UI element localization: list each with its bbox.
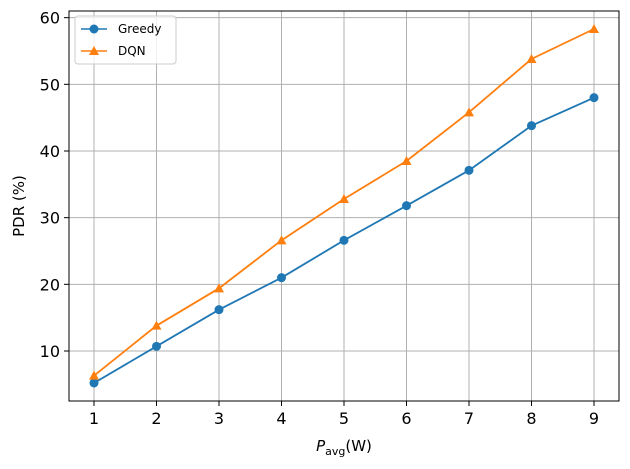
legend: Greedy DQN (74, 15, 177, 65)
y-tick-label: 40 (40, 142, 60, 161)
data-point-dqn (214, 283, 224, 293)
x-tick-label: 3 (214, 409, 224, 428)
x-tick-label: 8 (526, 409, 536, 428)
data-point-greedy (464, 165, 474, 175)
data-point-dqn (151, 320, 162, 330)
data-point-dqn (339, 194, 349, 203)
legend-box (74, 15, 177, 65)
legend-label-greedy: Greedy (118, 22, 161, 36)
y-tick-label: 20 (40, 275, 60, 294)
grid-lines (69, 11, 619, 401)
x-tick-label: 1 (89, 409, 99, 428)
x-tick-label: 2 (151, 409, 161, 428)
data-point-dqn (276, 235, 287, 245)
x-tick-label: 7 (464, 409, 474, 428)
series-markers (89, 24, 599, 388)
data-point-greedy (214, 305, 224, 315)
x-tick-label: 4 (276, 409, 286, 428)
y-axis-label: PDR (%) (10, 175, 28, 237)
x-tick-label: 5 (339, 409, 349, 428)
data-point-greedy (277, 273, 286, 283)
data-point-dqn (526, 54, 537, 63)
x-axis-label-main: P (316, 437, 326, 455)
data-point-dqn (89, 370, 99, 380)
data-point-greedy (589, 93, 599, 103)
data-point-dqn (464, 107, 474, 117)
data-point-greedy (527, 121, 536, 131)
data-point-greedy (89, 378, 99, 388)
axis-ticks (64, 17, 595, 406)
data-point-greedy (339, 235, 349, 245)
y-tick-label: 30 (40, 209, 60, 228)
x-axis-label-subscript: avg (325, 445, 345, 458)
y-tick-label: 50 (40, 75, 60, 94)
x-axis-label-unit: (W) (345, 437, 372, 455)
data-point-greedy (152, 341, 161, 351)
x-tick-label: 9 (589, 409, 599, 428)
y-tick-label: 10 (40, 342, 60, 361)
data-point-greedy (402, 201, 411, 211)
x-axis-label: Pavg(W) (316, 437, 372, 458)
legend-marker-dqn (89, 46, 99, 55)
data-point-dqn (589, 24, 599, 33)
x-tick-label: 6 (401, 409, 411, 428)
legend-marker-greedy (89, 24, 99, 34)
data-point-dqn (401, 156, 412, 165)
tick-labels: 1 2 3 4 5 6 7 8 9 10 20 30 40 50 60 (40, 9, 599, 428)
y-tick-label: 60 (40, 9, 60, 28)
legend-label-dqn: DQN (118, 44, 146, 58)
